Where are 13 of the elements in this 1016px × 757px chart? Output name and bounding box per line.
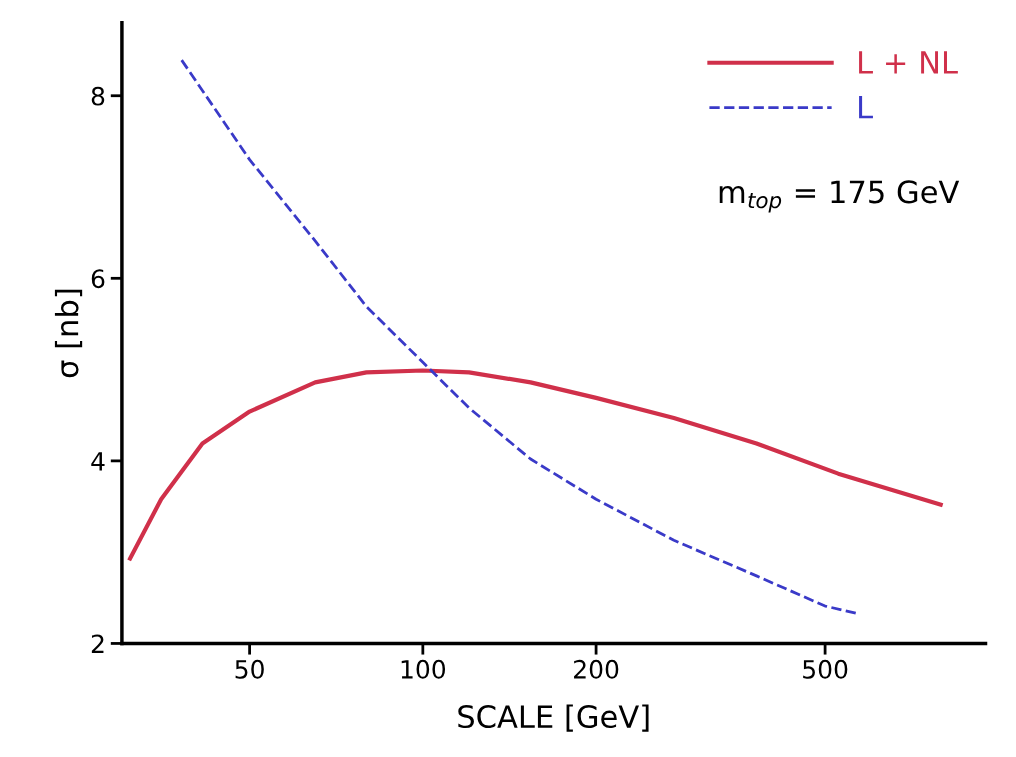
x-tick-label: 500 [803, 659, 848, 679]
y-tick-label: 2 [91, 634, 104, 653]
y-tick-label: 8 [91, 86, 105, 106]
y-tick-label: 4 [91, 452, 105, 471]
x-tick-label: 100 [401, 659, 446, 679]
x-tick-label: 50 [235, 659, 264, 679]
annotation: m$_{top}$ = 175 GeV [719, 180, 960, 213]
y-tick-label: 6 [91, 269, 105, 289]
x-tick-label: 200 [574, 659, 619, 679]
legend-label: L + NL [859, 51, 958, 74]
y-axis-title: σ [nb] [54, 289, 83, 378]
x-axis-title: SCALE [GeV] [458, 704, 649, 732]
legend-label: L [859, 96, 873, 119]
